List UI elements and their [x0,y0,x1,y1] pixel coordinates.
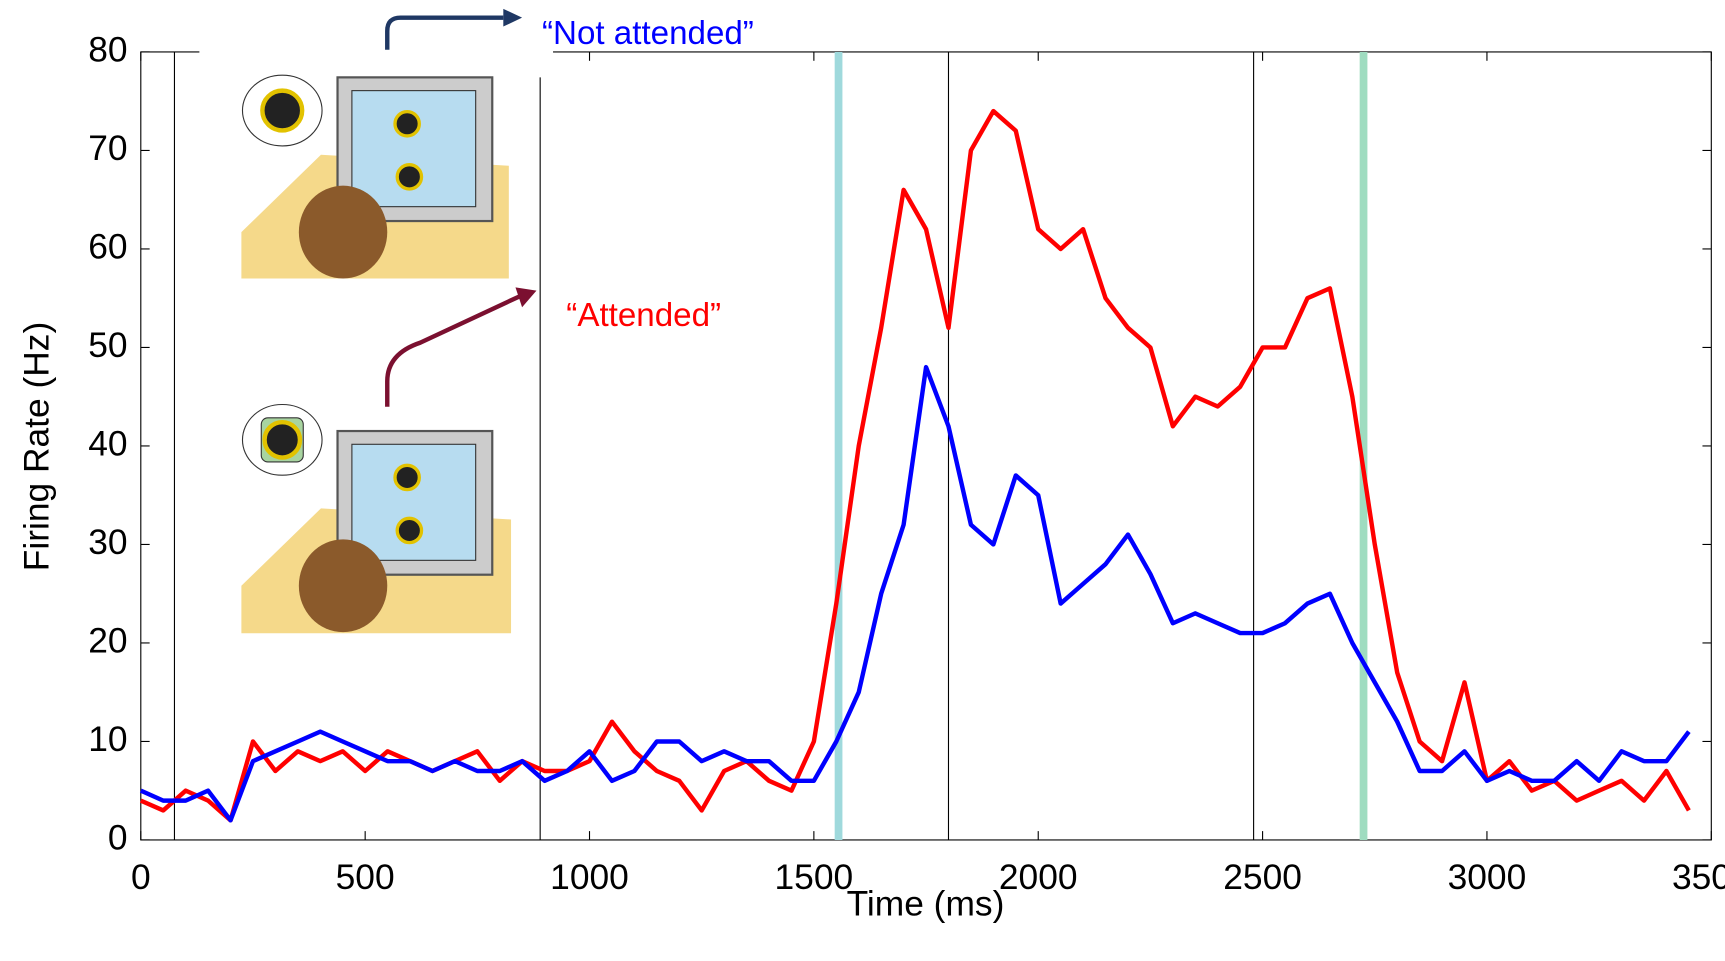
series-line [139,364,1691,823]
series-line [139,108,1691,823]
x-tick-label: 3500 [1672,858,1725,897]
illustration-top [199,8,554,279]
x-tick-label: 1500 [775,858,854,897]
y-axis-label: Firing Rate (Hz) [17,322,56,572]
y-tick-label: 20 [88,621,127,660]
y-tick-label: 10 [88,720,127,759]
x-axis-label: Time (ms) [847,885,1005,924]
x-tick-label: 1000 [550,858,629,897]
annotation-attended: “Attended” [566,297,721,334]
x-tick-label: 500 [336,858,395,897]
y-tick-label: 30 [88,523,127,562]
x-tick-label: 3000 [1448,858,1527,897]
x-tick-label: 0 [131,858,151,897]
marks [139,51,1712,841]
y-tick-label: 80 [88,30,127,69]
y-tick-label: 50 [88,326,127,365]
illustration-bottom [241,287,537,634]
x-tick-label: 2000 [999,858,1078,897]
y-tick-label: 40 [88,424,127,463]
x-tick-label: 2500 [1223,858,1302,897]
annotation-not-attended: “Not attended” [542,15,754,52]
y-tick-label: 70 [88,129,127,168]
y-tick-label: 0 [108,818,128,857]
y-tick-label: 60 [88,227,127,266]
